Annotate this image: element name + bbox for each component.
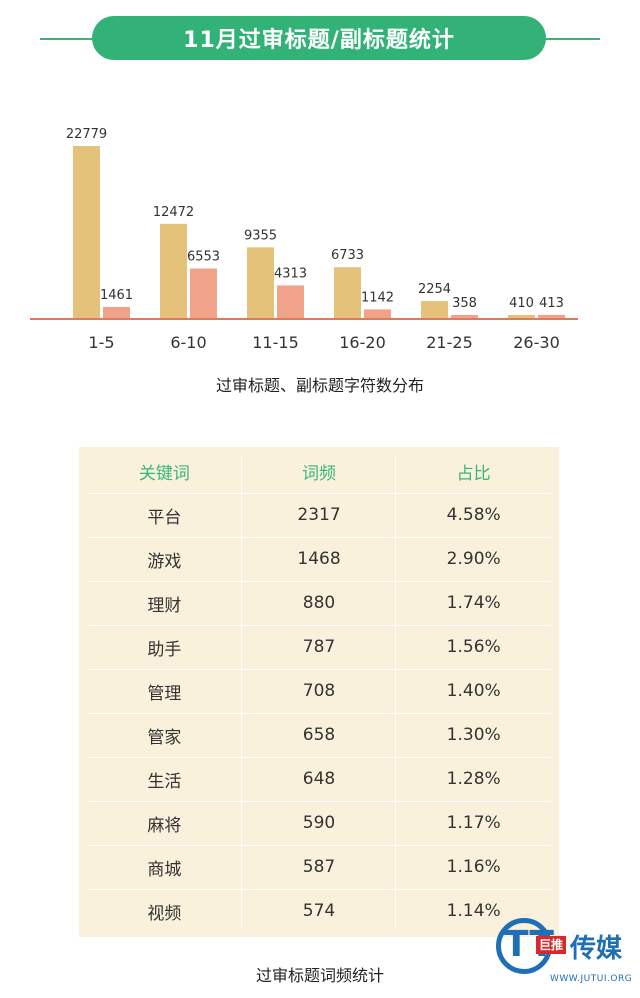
bar-21-25-series-2 bbox=[451, 315, 478, 318]
table-row: 生活 648 1.28% bbox=[87, 759, 551, 799]
data-label-21-25-series-1: 2254 bbox=[418, 282, 451, 297]
bar-16-20-series-2 bbox=[364, 309, 391, 318]
table-cell: 880 bbox=[302, 593, 336, 613]
table-cell: 助手 bbox=[147, 639, 182, 660]
row-divider bbox=[87, 845, 551, 846]
table-row: 商城 587 1.16% bbox=[87, 847, 551, 887]
data-label-11-15-series-1: 9355 bbox=[244, 228, 277, 243]
table-cell: 590 bbox=[302, 813, 336, 833]
logo-text: 传媒 bbox=[570, 934, 623, 964]
table-cell: 商城 bbox=[147, 859, 182, 880]
row-divider bbox=[87, 581, 551, 582]
column-divider bbox=[395, 455, 396, 929]
table-cell: 1.14% bbox=[446, 901, 501, 921]
x-tick-label-11-15: 11-15 bbox=[252, 333, 299, 352]
bar-26-30-series-1 bbox=[508, 314, 535, 318]
table-cell: 平台 bbox=[147, 507, 182, 528]
table-cell: 4.58% bbox=[446, 505, 501, 525]
row-divider bbox=[87, 625, 551, 626]
table-cell: 麻将 bbox=[147, 815, 182, 836]
table-cell: 787 bbox=[302, 637, 336, 657]
bar-1-5-series-1 bbox=[73, 146, 100, 318]
table-cell: 1468 bbox=[297, 549, 341, 569]
bar-16-20-series-1 bbox=[334, 267, 361, 318]
table-cell: 生活 bbox=[147, 771, 182, 792]
row-divider bbox=[87, 537, 551, 538]
word-frequency-table: 关键词 词频 占比平台 2317 4.58% 游戏 1468 2.90% 理财 880 1.74% 助… bbox=[79, 447, 559, 937]
data-label-11-15-series-2: 4313 bbox=[274, 266, 307, 281]
table-header-cell: 占比 bbox=[456, 463, 491, 484]
page-title: 11月过审标题/副标题统计 bbox=[92, 16, 546, 60]
logo-badge: 巨推 bbox=[536, 936, 567, 954]
table-row: 管理 708 1.40% bbox=[87, 671, 551, 711]
bar-chart-caption: 过审标题、副标题字符数分布 bbox=[215, 376, 424, 395]
data-label-1-5-series-1: 22779 bbox=[66, 127, 107, 142]
bar-6-10-series-2 bbox=[190, 268, 217, 318]
logo-url: WWW.JUTUI.ORG bbox=[550, 974, 633, 984]
table-cell: 管理 bbox=[147, 683, 182, 704]
row-divider bbox=[87, 493, 551, 494]
table-cell: 648 bbox=[302, 769, 336, 789]
data-label-26-30-series-1: 410 bbox=[509, 296, 534, 311]
row-divider bbox=[87, 669, 551, 670]
page-title-text: 11月过审标题/副标题统计 bbox=[183, 28, 455, 53]
column-divider bbox=[241, 455, 242, 929]
x-tick-label-16-20: 16-20 bbox=[339, 333, 386, 352]
table-cell: 1.40% bbox=[446, 681, 501, 701]
bar-26-30-series-2 bbox=[538, 314, 565, 318]
data-label-1-5-series-2: 1461 bbox=[100, 288, 133, 303]
data-label-6-10-series-2: 6553 bbox=[187, 250, 220, 265]
bar-6-10-series-1 bbox=[160, 223, 187, 318]
table-cell: 574 bbox=[302, 901, 336, 921]
bar-11-15-series-1 bbox=[247, 247, 274, 318]
x-tick-label-21-25: 21-25 bbox=[426, 333, 473, 352]
data-label-16-20-series-2: 1142 bbox=[361, 290, 394, 305]
bar-chart: 22779 1461 1-5 12472 6553 6-10 9355 4313 11-15 67… bbox=[30, 127, 578, 352]
table-row: 视频 574 1.14% bbox=[87, 891, 551, 931]
data-label-6-10-series-1: 12472 bbox=[153, 205, 194, 220]
table-header-cell: 关键词 bbox=[138, 463, 190, 484]
table-cell: 2.90% bbox=[446, 549, 501, 569]
table-cell: 1.28% bbox=[446, 769, 501, 789]
table-cell: 1.16% bbox=[446, 857, 501, 877]
bar-1-5-series-2 bbox=[103, 306, 130, 318]
table-cell: 2317 bbox=[297, 505, 341, 525]
table-header-cell: 词频 bbox=[302, 463, 336, 484]
table-cell: 1.56% bbox=[446, 637, 501, 657]
table-row: 理财 880 1.74% bbox=[87, 583, 551, 623]
table-cell: 658 bbox=[302, 725, 336, 745]
table-caption: 过审标题词频统计 bbox=[255, 966, 384, 985]
row-divider bbox=[87, 889, 551, 890]
table-cell: 1.17% bbox=[446, 813, 501, 833]
table-cell: 1.74% bbox=[446, 593, 501, 613]
table-row: 平台 2317 4.58% bbox=[87, 495, 551, 535]
table-row: 麻将 590 1.17% bbox=[87, 803, 551, 843]
row-divider bbox=[87, 757, 551, 758]
table-row: 管家 658 1.30% bbox=[87, 715, 551, 755]
row-divider bbox=[87, 713, 551, 714]
table-cell: 游戏 bbox=[147, 551, 182, 572]
table-cell: 视频 bbox=[147, 903, 182, 924]
bar-21-25-series-1 bbox=[421, 300, 448, 318]
table-cell: 理财 bbox=[147, 595, 182, 616]
row-divider bbox=[87, 801, 551, 802]
table-cell: 1.30% bbox=[446, 725, 501, 745]
data-label-21-25-series-2: 358 bbox=[452, 296, 477, 311]
table-cell: 587 bbox=[302, 857, 336, 877]
bar-11-15-series-2 bbox=[277, 285, 304, 318]
table-row: 助手 787 1.56% bbox=[87, 627, 551, 667]
table-header-row: 关键词 词频 占比 bbox=[87, 451, 551, 491]
x-tick-label-1-5: 1-5 bbox=[88, 333, 114, 352]
x-tick-label-6-10: 6-10 bbox=[170, 333, 206, 352]
data-label-16-20-series-1: 6733 bbox=[331, 248, 364, 263]
brand-logo: TT 巨推 传媒 WWW.JUTUI.ORG bbox=[496, 918, 636, 992]
table-row: 游戏 1468 2.90% bbox=[87, 539, 551, 579]
table-cell: 708 bbox=[302, 681, 336, 701]
data-label-26-30-series-2: 413 bbox=[539, 296, 564, 311]
x-tick-label-26-30: 26-30 bbox=[513, 333, 560, 352]
table-cell: 管家 bbox=[147, 727, 182, 748]
